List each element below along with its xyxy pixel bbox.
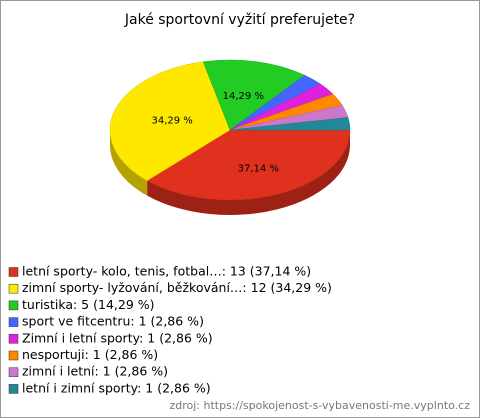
- legend-swatch: [8, 300, 19, 311]
- slice: [229, 117, 351, 131]
- legend-label: turistika: 5 (14,29 %): [22, 297, 155, 312]
- slice-label: 14,29 %: [223, 91, 264, 102]
- slice: [146, 129, 351, 201]
- legend-label: letní i zimní sporty: 1 (2,86 %): [22, 380, 211, 395]
- legend-label: Zimní i letní sporty: 1 (2,86 %): [22, 330, 213, 345]
- legend-label: zimní i letní: 1 (2,86 %): [22, 364, 168, 379]
- slice: [202, 59, 306, 131]
- legend-swatch: [8, 317, 19, 327]
- legend-label: letní sporty- kolo, tenis, fotbal…: 13 (…: [22, 264, 311, 279]
- slice-label: 37,14 %: [238, 164, 279, 175]
- legend-label: zimní sporty- lyžování, běžkování…: 12 (…: [22, 280, 332, 295]
- legend-swatch: [8, 384, 19, 394]
- slice-label: 34,29 %: [151, 116, 192, 127]
- chart-title: Jaké sportovní vyžití preferujete?: [124, 12, 355, 28]
- legend-swatch: [8, 367, 19, 377]
- legend-swatch: [8, 267, 19, 277]
- source: zdroj: https://spokojenost-s-vybavenosti…: [169, 399, 470, 412]
- slice-side: [110, 130, 148, 196]
- legend-swatch: [8, 283, 19, 294]
- legend-label: nesportuji: 1 (2,86 %): [22, 347, 158, 362]
- legend-swatch: [8, 334, 19, 344]
- slice-side: [147, 130, 350, 215]
- legend-label: sport ve fitcentru: 1 (2,86 %): [22, 314, 204, 329]
- legend-swatch: [8, 350, 19, 361]
- slice: [109, 61, 231, 181]
